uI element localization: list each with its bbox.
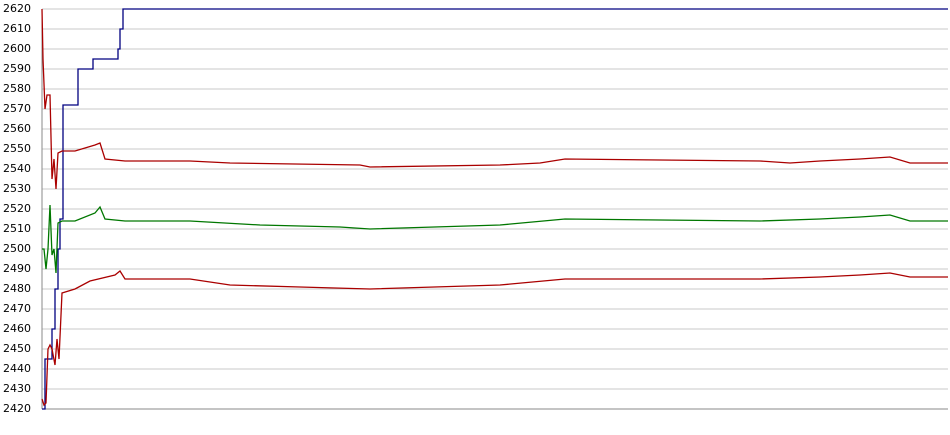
- y-tick-label: 2610: [3, 22, 31, 35]
- y-tick-label: 2500: [3, 242, 31, 255]
- series-line: [41, 270, 948, 407]
- series-line: [42, 204, 948, 274]
- y-tick-label: 2560: [3, 122, 31, 135]
- y-tick-label: 2600: [3, 42, 31, 55]
- y-tick-label: 2550: [3, 142, 31, 155]
- series-line: [42, 8, 948, 410]
- series-line: [41, 8, 948, 190]
- y-tick-label: 2460: [3, 322, 31, 335]
- y-tick-label: 2480: [3, 282, 31, 295]
- y-tick-label: 2590: [3, 62, 31, 75]
- y-tick-label: 2580: [3, 82, 31, 95]
- y-tick-label: 2570: [3, 102, 31, 115]
- y-tick-label: 2420: [3, 402, 31, 415]
- y-tick-label: 2440: [3, 362, 31, 375]
- y-tick-label: 2450: [3, 342, 31, 355]
- y-tick-label: 2620: [3, 2, 31, 15]
- y-tick-label: 2540: [3, 162, 31, 175]
- y-tick-label: 2510: [3, 222, 31, 235]
- y-tick-label: 2530: [3, 182, 31, 195]
- y-tick-label: 2520: [3, 202, 31, 215]
- y-tick-label: 2490: [3, 262, 31, 275]
- y-tick-label: 2470: [3, 302, 31, 315]
- y-tick-label: 2430: [3, 382, 31, 395]
